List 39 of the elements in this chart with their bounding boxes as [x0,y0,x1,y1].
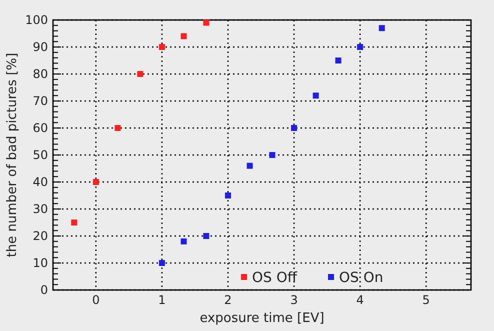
y-tick-label: 0 [40,283,48,298]
point [357,44,364,50]
y-tick-label: 10 [32,256,48,270]
y-tick-label: 20 [32,229,48,244]
point [71,220,78,226]
point [291,125,298,131]
x-tick-label: 5 [422,293,430,307]
legend-label: OS Off [252,270,298,286]
x-tick-label: 0 [92,293,100,307]
point [269,152,276,158]
point [158,44,165,50]
y-tick-label: 80 [32,67,48,82]
point [92,179,99,185]
x-tick-label: 3 [290,293,298,307]
x-tick-label: 1 [158,293,166,307]
y-tick-label: 40 [32,175,48,190]
point [246,162,253,169]
point [158,260,165,266]
y-tick-label: 90 [32,40,48,54]
point [137,71,144,77]
point [203,233,210,239]
y-axis-title: the number of bad pictures [%] [5,52,20,258]
legend-label: OS On [339,270,384,286]
point [180,238,187,244]
point [180,33,187,40]
y-tick-label: 60 [32,121,48,136]
y-tick-label: 50 [32,148,48,162]
y-tick-label: 70 [32,94,48,108]
point [203,20,210,26]
x-axis-title: exposure time [EV] [200,311,324,326]
point [335,58,342,64]
point [224,192,231,198]
x-tick-label: 2 [224,293,232,307]
point [378,25,385,32]
y-tick-label: 30 [32,202,48,216]
point [114,125,121,131]
point [312,92,319,99]
y-tick-label: 100 [25,13,48,28]
x-tick-label: 4 [356,293,364,307]
